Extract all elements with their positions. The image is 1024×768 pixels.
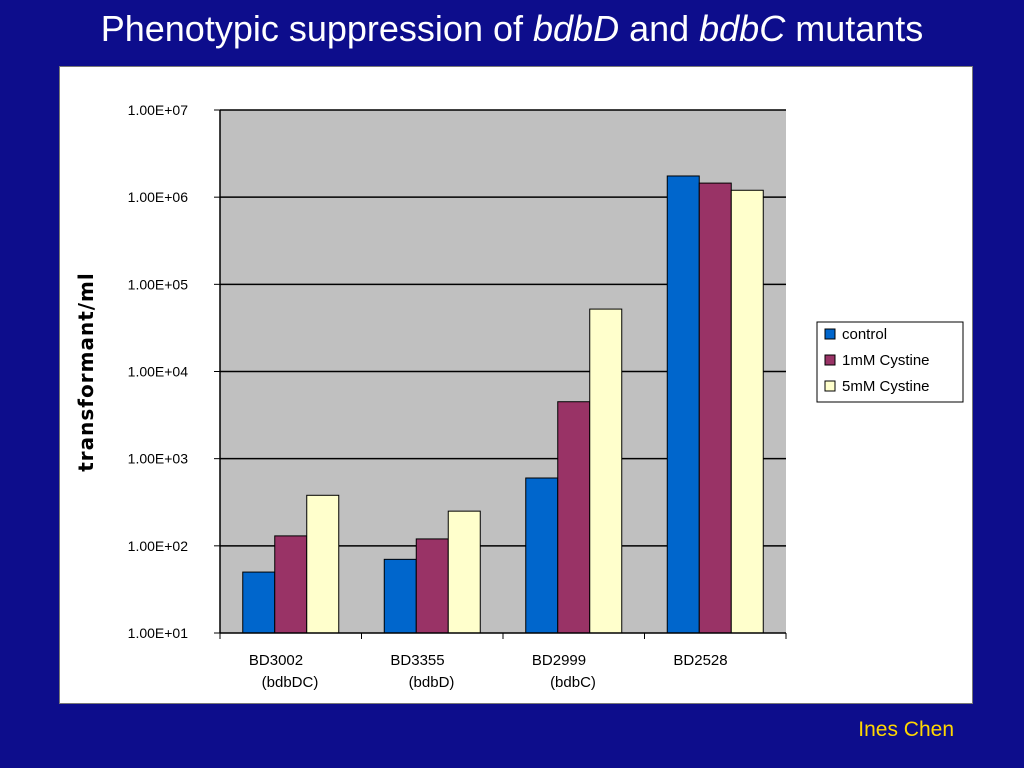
y-axis-label: transformant/ml <box>74 272 98 472</box>
legend-swatch <box>824 328 836 340</box>
y-tick-label: 1.00E+03 <box>128 451 189 467</box>
x-tick-label: BD2528 <box>673 652 727 669</box>
y-tick-label: 1.00E+07 <box>128 102 189 118</box>
bar-5mm-cystine <box>306 494 340 634</box>
x-tick-sublabel: (bdbDC) <box>262 674 319 691</box>
legend-swatch <box>824 354 836 366</box>
legend-label: control <box>842 326 887 343</box>
legend-label: 1mM Cystine <box>842 352 930 369</box>
y-tick-label: 1.00E+01 <box>128 625 189 641</box>
y-tick-label: 1.00E+06 <box>128 189 189 205</box>
x-tick-label: BD3002 <box>249 652 303 669</box>
x-tick-sublabel: (bdbC) <box>550 674 596 691</box>
legend-swatch <box>824 380 836 392</box>
legend-label: 5mM Cystine <box>842 378 930 395</box>
y-tick-label: 1.00E+04 <box>128 364 189 380</box>
x-tick-label: BD2999 <box>532 652 586 669</box>
bar-5mm-cystine <box>447 510 481 634</box>
x-tick-sublabel: (bdbD) <box>409 674 455 691</box>
bar-control <box>383 558 417 634</box>
bar-1mm-cystine <box>557 401 591 634</box>
slide-title: Phenotypic suppression of bdbD and bdbC … <box>100 8 924 49</box>
legend: control 1mM Cystine 5mM Cystine <box>816 321 964 403</box>
bar-1mm-cystine <box>274 535 308 634</box>
bar-5mm-cystine <box>589 308 623 634</box>
chart-panel: 1.00E+01 1.00E+02 1.00E+03 1.00E+04 1.00E+05… <box>59 66 973 704</box>
bar-1mm-cystine <box>415 538 449 634</box>
bar-control <box>525 477 559 634</box>
bar-control <box>242 571 276 634</box>
bar-chart: 1.00E+01 1.00E+02 1.00E+03 1.00E+04 1.00E+05… <box>74 102 964 691</box>
bar-5mm-cystine <box>730 189 764 634</box>
bar-control <box>666 175 700 634</box>
bar-1mm-cystine <box>698 182 732 634</box>
y-tick-label: 1.00E+05 <box>128 276 189 292</box>
author-credit: Ines Chen <box>858 718 954 741</box>
y-tick-label: 1.00E+02 <box>128 538 189 554</box>
legend-box <box>816 321 964 403</box>
x-tick-label: BD3355 <box>390 652 444 669</box>
